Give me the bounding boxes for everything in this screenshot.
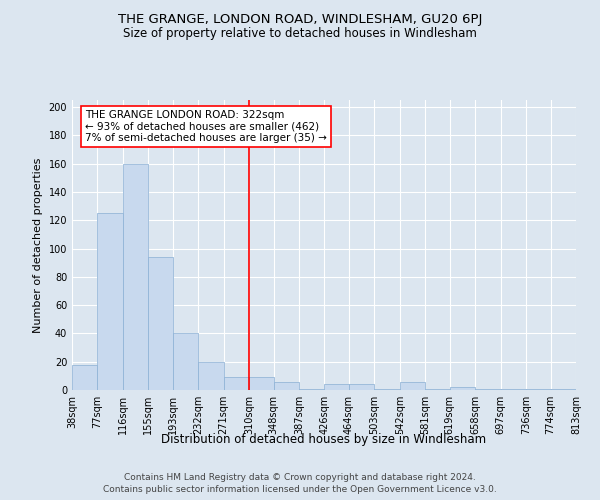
Text: Contains public sector information licensed under the Open Government Licence v3: Contains public sector information licen… — [103, 485, 497, 494]
Text: Contains HM Land Registry data © Crown copyright and database right 2024.: Contains HM Land Registry data © Crown c… — [124, 472, 476, 482]
Bar — [526, 388, 551, 390]
Text: Size of property relative to detached houses in Windlesham: Size of property relative to detached ho… — [123, 28, 477, 40]
Bar — [349, 384, 374, 390]
Bar — [198, 362, 224, 390]
Text: THE GRANGE, LONDON ROAD, WINDLESHAM, GU20 6PJ: THE GRANGE, LONDON ROAD, WINDLESHAM, GU2… — [118, 12, 482, 26]
Bar — [224, 378, 249, 390]
Bar — [400, 382, 425, 390]
Bar — [475, 388, 500, 390]
Bar — [72, 364, 97, 390]
Bar — [325, 384, 349, 390]
Bar — [148, 257, 173, 390]
Bar — [274, 382, 299, 390]
Y-axis label: Number of detached properties: Number of detached properties — [33, 158, 43, 332]
Bar — [551, 388, 576, 390]
Bar — [299, 388, 325, 390]
Bar — [425, 388, 450, 390]
Bar — [500, 388, 526, 390]
Bar — [173, 334, 198, 390]
Bar — [97, 213, 123, 390]
Bar — [123, 164, 148, 390]
Text: Distribution of detached houses by size in Windlesham: Distribution of detached houses by size … — [161, 432, 487, 446]
Text: THE GRANGE LONDON ROAD: 322sqm
← 93% of detached houses are smaller (462)
7% of : THE GRANGE LONDON ROAD: 322sqm ← 93% of … — [85, 110, 327, 143]
Bar — [450, 387, 475, 390]
Bar — [374, 388, 400, 390]
Bar — [249, 378, 274, 390]
